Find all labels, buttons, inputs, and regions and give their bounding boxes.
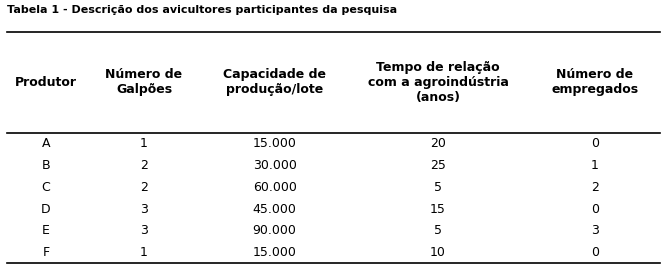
Text: 15.000: 15.000 — [253, 246, 297, 259]
Text: 3: 3 — [591, 224, 599, 237]
Text: Número de
Galpões: Número de Galpões — [105, 68, 183, 97]
Text: 30.000: 30.000 — [253, 159, 297, 172]
Text: 1: 1 — [591, 159, 599, 172]
Text: 0: 0 — [591, 202, 599, 215]
Text: 2: 2 — [591, 181, 599, 194]
Text: B: B — [41, 159, 50, 172]
Text: F: F — [42, 246, 49, 259]
Text: 5: 5 — [434, 181, 442, 194]
Text: Capacidade de
produção/lote: Capacidade de produção/lote — [223, 68, 326, 97]
Text: Número de
empregados: Número de empregados — [552, 68, 638, 97]
Text: 90.000: 90.000 — [253, 224, 297, 237]
Text: Tabela 1 - Descrição dos avicultores participantes da pesquisa: Tabela 1 - Descrição dos avicultores par… — [7, 5, 397, 15]
Text: 25: 25 — [430, 159, 446, 172]
Text: 3: 3 — [140, 202, 148, 215]
Text: Tempo de relação
com a agroindústria
(anos): Tempo de relação com a agroindústria (an… — [368, 61, 508, 104]
Text: 60.000: 60.000 — [253, 181, 297, 194]
Text: 1: 1 — [140, 246, 148, 259]
Text: 2: 2 — [140, 159, 148, 172]
Text: 15.000: 15.000 — [253, 137, 297, 150]
Text: 15: 15 — [430, 202, 446, 215]
Text: 10: 10 — [430, 246, 446, 259]
Text: E: E — [42, 224, 50, 237]
Text: 5: 5 — [434, 224, 442, 237]
Text: A: A — [41, 137, 50, 150]
Text: Produtor: Produtor — [15, 76, 77, 89]
Text: 45.000: 45.000 — [253, 202, 297, 215]
Text: 3: 3 — [140, 224, 148, 237]
Text: C: C — [41, 181, 50, 194]
Text: D: D — [41, 202, 51, 215]
Text: 0: 0 — [591, 137, 599, 150]
Text: 0: 0 — [591, 246, 599, 259]
Text: 2: 2 — [140, 181, 148, 194]
Text: 20: 20 — [430, 137, 446, 150]
Text: 1: 1 — [140, 137, 148, 150]
